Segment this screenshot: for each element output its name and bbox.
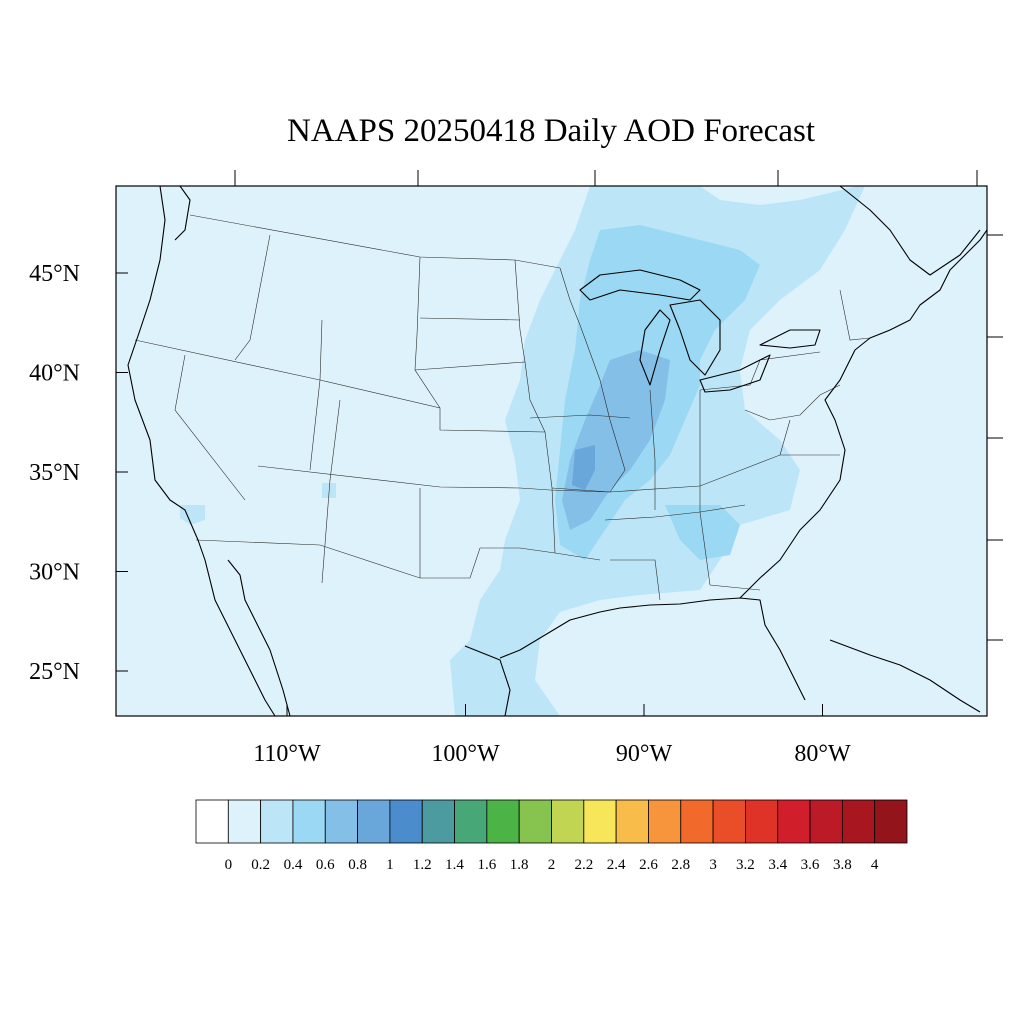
colorbar-cell bbox=[841, 799, 876, 844]
colorbar-label: 3.4 bbox=[768, 857, 787, 873]
colorbar-cell bbox=[518, 799, 552, 844]
colorbar: 0 0.2 0.4 0.6 0.8 1 1.2 1.4 1.6 1.8 2 2.2 2.4 2.6 2.8 3… bbox=[195, 799, 908, 873]
colorbar-label: 2.4 bbox=[607, 857, 626, 873]
colorbar-cells bbox=[195, 799, 908, 844]
colorbar-label: 1.4 bbox=[445, 857, 464, 873]
colorbar-cell bbox=[874, 799, 908, 844]
colorbar-label: 0 bbox=[225, 857, 233, 873]
lat-tick-label: 45°N bbox=[29, 261, 80, 287]
figure-title: NAAPS 20250418 Daily AOD Forecast bbox=[287, 113, 815, 149]
colorbar-label: 2.6 bbox=[639, 857, 658, 873]
aod-region-0.8-1.0 bbox=[572, 445, 595, 490]
colorbar-cell bbox=[195, 799, 229, 844]
colorbar-label: 1.2 bbox=[413, 857, 432, 873]
colorbar-label: 1.8 bbox=[510, 857, 529, 873]
lon-tick-label: 100°W bbox=[431, 741, 500, 767]
lon-tick-label: 80°W bbox=[794, 741, 851, 767]
colorbar-cell bbox=[615, 799, 649, 844]
coastlines bbox=[127, 186, 987, 716]
colorbar-label: 3.8 bbox=[833, 857, 852, 873]
colorbar-cell bbox=[357, 799, 391, 844]
aod-region-0.4-0.6-se bbox=[665, 505, 740, 560]
colorbar-cell bbox=[292, 799, 326, 844]
lat-tick-label: 30°N bbox=[29, 560, 80, 586]
colorbar-label: 0.4 bbox=[284, 857, 303, 873]
colorbar-cell bbox=[260, 799, 294, 844]
colorbar-label: 3.6 bbox=[801, 857, 820, 873]
colorbar-cell bbox=[454, 799, 488, 844]
aod-region-0.2-0.4-sw bbox=[180, 505, 205, 525]
colorbar-label: 3.2 bbox=[736, 857, 755, 873]
lon-tick-label: 110°W bbox=[253, 741, 321, 767]
colorbar-cell bbox=[648, 799, 682, 844]
colorbar-cell bbox=[745, 799, 779, 844]
colorbar-label: 2.8 bbox=[671, 857, 690, 873]
colorbar-label: 4 bbox=[871, 857, 879, 873]
colorbar-label: 0.8 bbox=[348, 857, 367, 873]
colorbar-cell bbox=[486, 799, 520, 844]
colorbar-label: 3 bbox=[709, 857, 717, 873]
colorbar-labels: 0 0.2 0.4 0.6 0.8 1 1.2 1.4 1.6 1.8 2 2.2 2.4 2.6 2.8 3… bbox=[225, 857, 879, 873]
colorbar-label: 2.2 bbox=[574, 857, 593, 873]
colorbar-label: 1.6 bbox=[477, 857, 496, 873]
lat-tick-label: 40°N bbox=[29, 361, 80, 387]
colorbar-cell bbox=[324, 799, 358, 844]
colorbar-label: 0.6 bbox=[316, 857, 335, 873]
colorbar-cell bbox=[809, 799, 843, 844]
lat-tick-label: 35°N bbox=[29, 460, 80, 486]
colorbar-cell bbox=[583, 799, 617, 844]
map-panel: 45°N 40°N 35°N 30°N 25°N 110°W 100°W 90°W 80°W bbox=[29, 170, 1003, 767]
colorbar-label: 0.2 bbox=[251, 857, 270, 873]
map-ticks: 45°N 40°N 35°N 30°N 25°N 110°W 100°W 90°W 80°W bbox=[29, 170, 1003, 767]
colorbar-label: 1 bbox=[386, 857, 394, 873]
colorbar-label: 2 bbox=[548, 857, 556, 873]
map-frame bbox=[115, 185, 988, 717]
colorbar-cell bbox=[421, 799, 455, 844]
colorbar-cell bbox=[551, 799, 585, 844]
state-borders bbox=[134, 214, 871, 601]
colorbar-cell bbox=[680, 799, 714, 844]
colorbar-cell bbox=[227, 799, 262, 844]
lon-tick-label: 90°W bbox=[616, 741, 673, 767]
colorbar-cell bbox=[389, 799, 423, 844]
lat-tick-label: 25°N bbox=[29, 659, 80, 685]
colorbar-cell bbox=[712, 799, 746, 844]
colorbar-cell bbox=[777, 799, 811, 844]
